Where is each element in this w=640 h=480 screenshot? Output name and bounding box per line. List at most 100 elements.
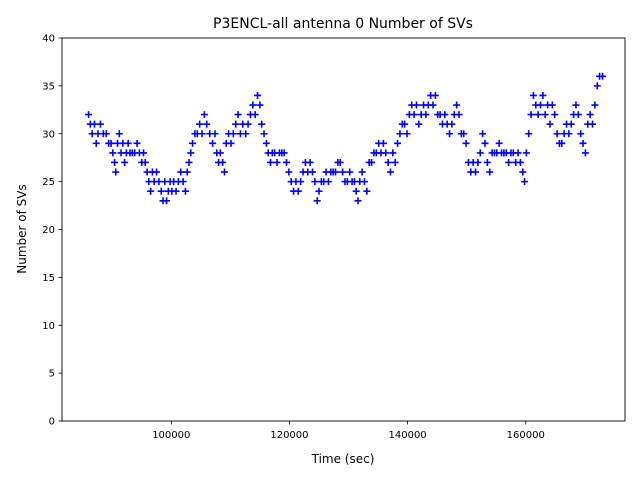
data-point xyxy=(332,168,340,176)
y-axis-label: Number of SVs xyxy=(15,184,29,273)
data-point xyxy=(183,168,191,176)
data-point xyxy=(577,130,585,138)
data-point xyxy=(389,149,397,157)
data-point xyxy=(486,168,494,176)
y-tick-label: 25 xyxy=(42,177,55,188)
data-point xyxy=(244,120,252,128)
data-point xyxy=(216,149,224,157)
data-point xyxy=(394,139,402,147)
data-point xyxy=(211,130,219,138)
y-tick-label: 40 xyxy=(42,34,55,45)
data-point xyxy=(363,187,371,195)
data-point xyxy=(242,130,250,138)
y-tick-label: 10 xyxy=(42,321,55,332)
data-point xyxy=(163,197,171,205)
data-point xyxy=(352,187,360,195)
data-point xyxy=(462,139,470,147)
data-point xyxy=(140,149,148,157)
data-point xyxy=(133,139,141,147)
data-point xyxy=(529,91,537,99)
data-point xyxy=(282,158,290,166)
data-point xyxy=(187,149,195,157)
data-points xyxy=(85,72,607,205)
x-tick-label: 160000 xyxy=(507,430,545,441)
data-point xyxy=(153,168,161,176)
data-point xyxy=(551,111,559,119)
data-point xyxy=(198,130,206,138)
data-point xyxy=(546,120,554,128)
y-tick-label: 20 xyxy=(42,225,55,236)
data-point xyxy=(358,168,366,176)
data-point xyxy=(382,149,390,157)
data-point xyxy=(96,120,104,128)
data-point xyxy=(539,91,547,99)
data-point xyxy=(177,168,185,176)
data-point xyxy=(112,168,120,176)
data-point xyxy=(360,178,368,186)
data-point xyxy=(141,158,149,166)
data-point xyxy=(448,120,456,128)
data-point xyxy=(267,158,275,166)
data-point xyxy=(260,130,268,138)
data-point xyxy=(181,187,189,195)
data-point xyxy=(249,101,257,109)
data-point xyxy=(294,187,302,195)
data-point xyxy=(412,101,420,109)
data-point xyxy=(516,158,524,166)
data-point xyxy=(591,101,599,109)
data-point xyxy=(324,178,332,186)
data-point xyxy=(396,130,404,138)
data-point xyxy=(200,111,208,119)
data-point xyxy=(574,111,582,119)
data-point xyxy=(256,101,264,109)
data-point xyxy=(107,139,115,147)
data-point xyxy=(179,178,187,186)
data-point xyxy=(346,168,354,176)
data-point xyxy=(567,120,575,128)
y-tick-label: 30 xyxy=(42,129,55,140)
data-point xyxy=(102,130,110,138)
data-point xyxy=(155,178,163,186)
data-point xyxy=(572,101,580,109)
y-axis: 0 5 10 15 20 25 30 35 40 xyxy=(42,34,62,428)
data-point xyxy=(548,101,556,109)
data-point xyxy=(232,120,240,128)
data-point xyxy=(453,101,461,109)
data-point xyxy=(431,91,439,99)
data-point xyxy=(586,111,594,119)
data-point xyxy=(537,101,545,109)
data-point xyxy=(446,130,454,138)
y-tick-label: 15 xyxy=(42,273,55,284)
data-point xyxy=(251,111,259,119)
data-point xyxy=(220,168,228,176)
data-point xyxy=(384,158,392,166)
data-point xyxy=(121,158,129,166)
data-point xyxy=(157,187,165,195)
x-tick-label: 120000 xyxy=(270,430,308,441)
data-point xyxy=(185,158,193,166)
data-point xyxy=(593,82,601,90)
data-point xyxy=(472,168,480,176)
data-point xyxy=(379,139,387,147)
data-point xyxy=(189,139,197,147)
data-point xyxy=(124,139,132,147)
data-point xyxy=(368,158,376,166)
data-point xyxy=(209,139,217,147)
data-point xyxy=(258,120,266,128)
data-point xyxy=(92,139,100,147)
data-point xyxy=(111,158,119,166)
data-point xyxy=(308,168,316,176)
data-point xyxy=(589,120,597,128)
data-point xyxy=(527,111,535,119)
data-point xyxy=(410,111,418,119)
x-tick-label: 100000 xyxy=(152,430,190,441)
data-point xyxy=(88,130,96,138)
data-point xyxy=(339,168,347,176)
data-point xyxy=(474,158,482,166)
data-point xyxy=(403,130,411,138)
data-point xyxy=(521,178,529,186)
data-point xyxy=(495,139,503,147)
y-tick-label: 0 xyxy=(49,417,55,428)
data-point xyxy=(534,111,542,119)
data-point xyxy=(203,120,211,128)
